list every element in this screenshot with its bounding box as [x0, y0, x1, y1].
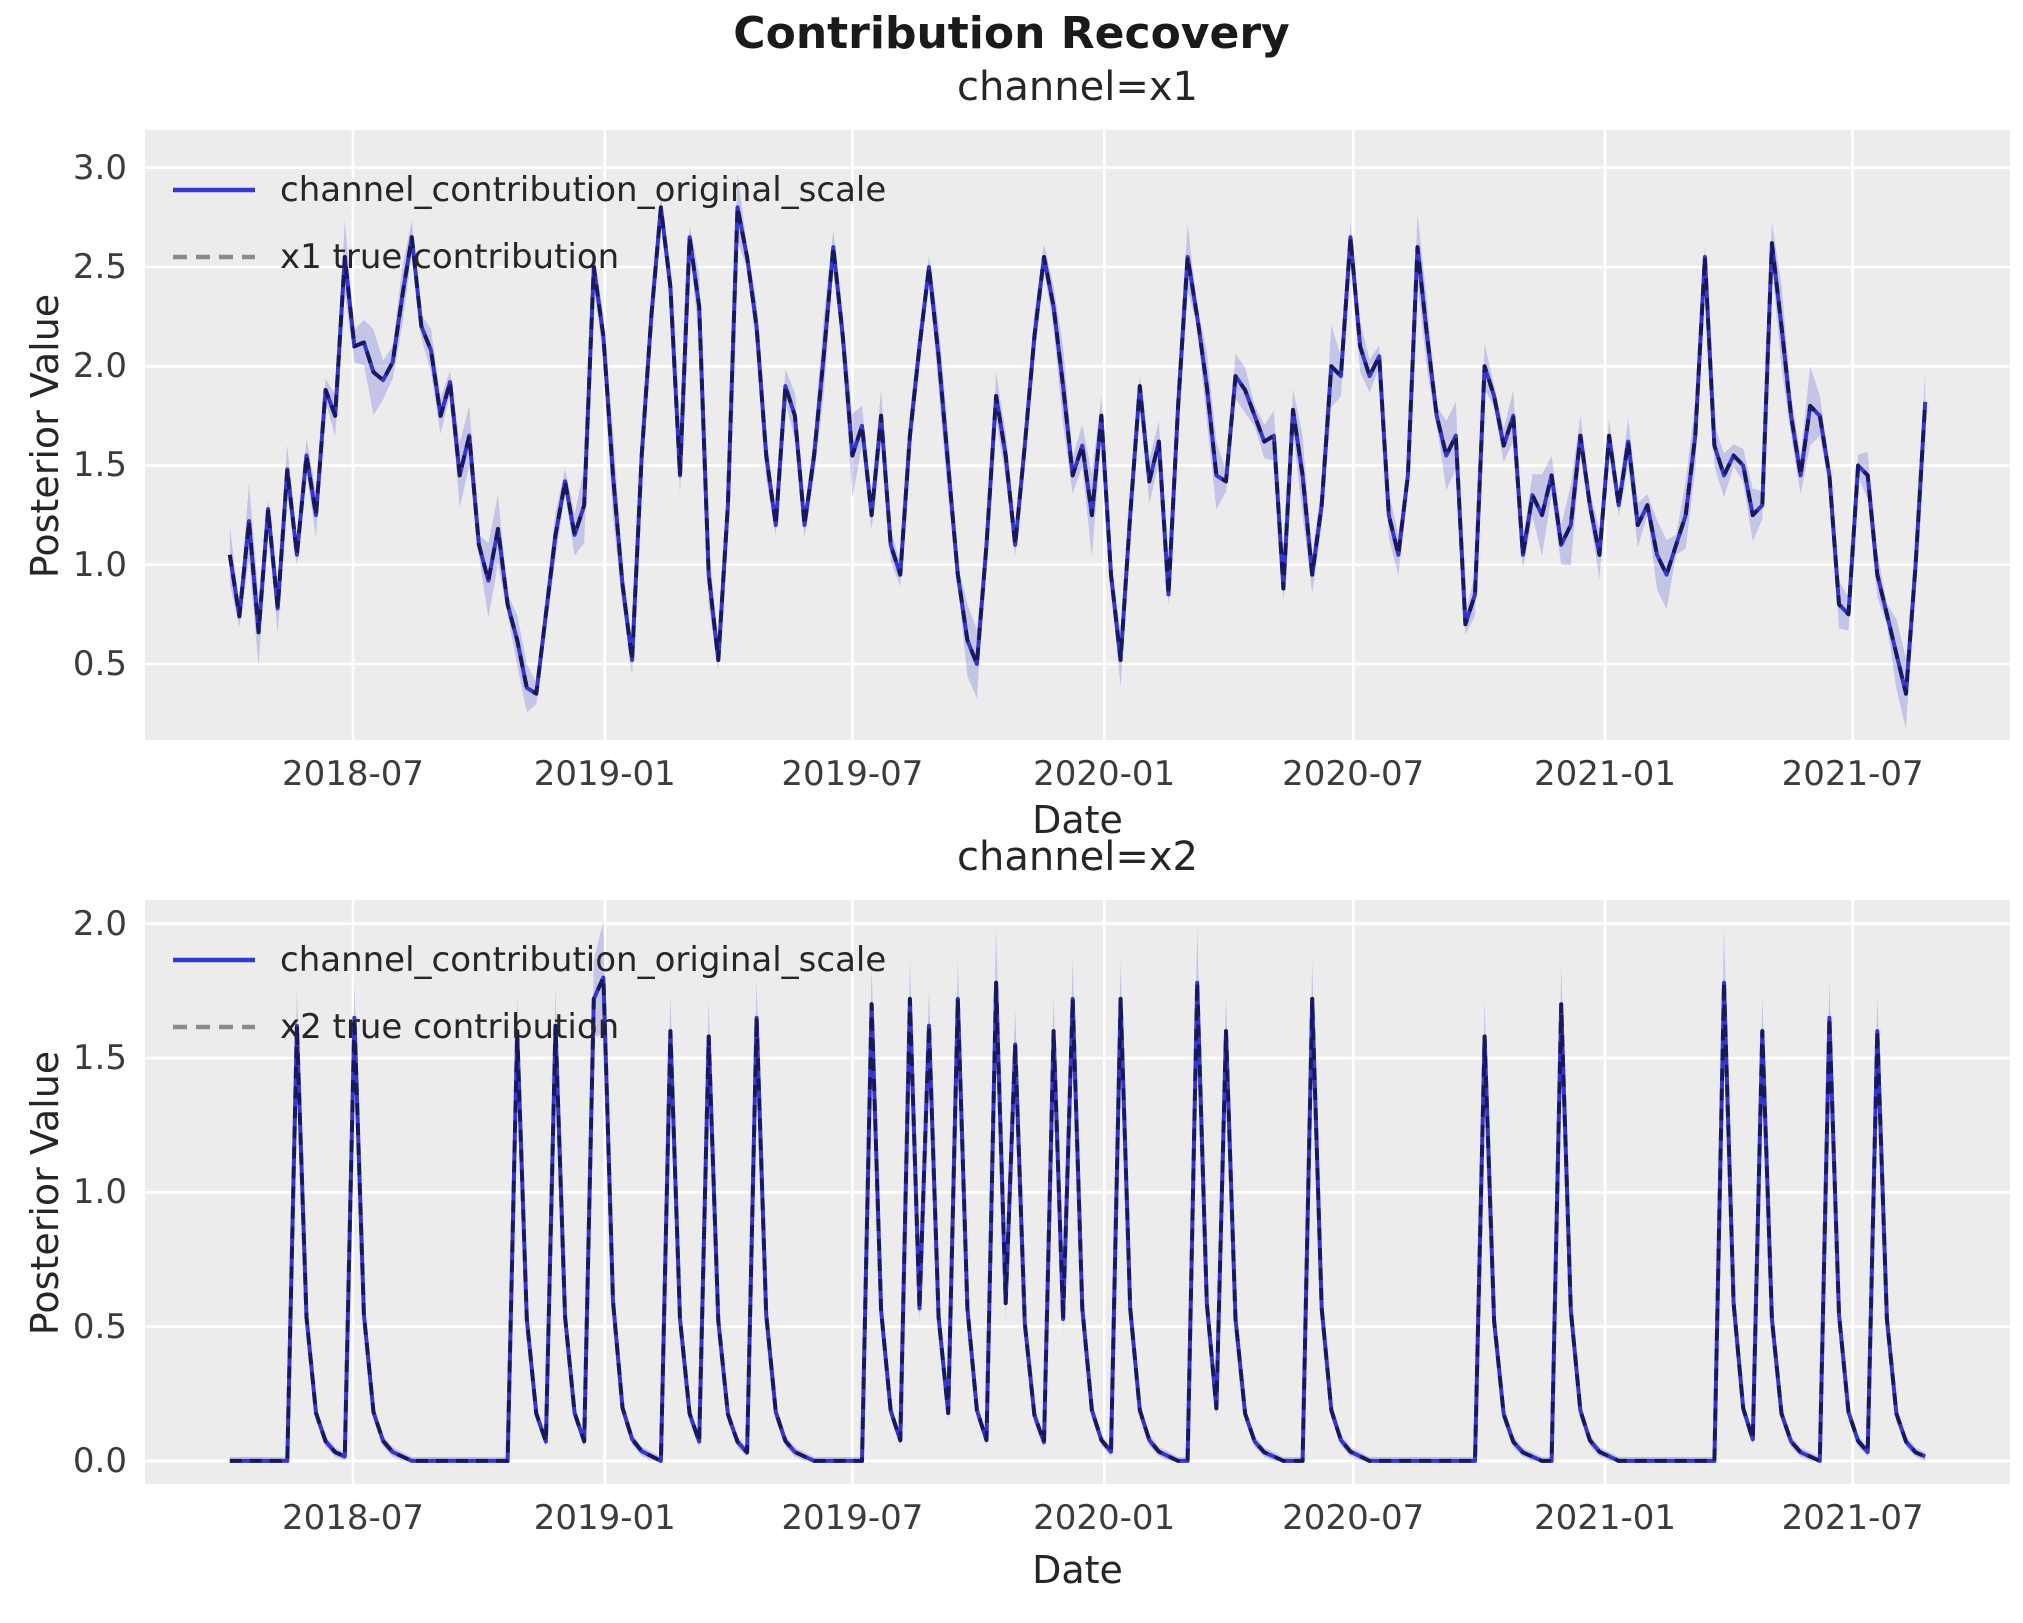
x-tick-label: 2020-01: [1033, 754, 1176, 794]
legend: channel_contribution_original_scale x2 tr…: [173, 940, 886, 1047]
y-tick-label: 1.0: [72, 1172, 127, 1213]
y-tick-label: 0.5: [72, 1306, 127, 1347]
x-tick-label: 2020-07: [1282, 1498, 1425, 1538]
x-tick-label: 2019-01: [533, 754, 676, 794]
subplot-x2-plot-area: channel_contribution_original_scale x2 tr…: [145, 900, 2010, 1484]
x-tick-label: 2021-01: [1533, 754, 1676, 794]
x-tick-label: 2018-07: [281, 754, 424, 794]
figure-suptitle: Contribution Recovery: [733, 8, 1290, 59]
subplot-x1-title: channel=x1: [957, 64, 1198, 110]
true-contribution-line: [227, 205, 1928, 696]
y-tick-label: 1.5: [72, 445, 127, 486]
x-tick-label: 2021-07: [1781, 1498, 1924, 1538]
true-contribution-line: [229, 975, 1927, 1463]
hdi-band: [229, 173, 1926, 730]
y-tick-label: 1.0: [72, 544, 127, 585]
x-tick-label: 2019-01: [533, 1498, 676, 1538]
x-tick-label: 2018-07: [281, 1498, 424, 1538]
subplot-x1-xlabel: Date: [1032, 798, 1123, 842]
legend-true-label: x1 true contribution: [280, 237, 619, 277]
grid: [145, 130, 2010, 740]
x-tick-label: 2021-01: [1533, 1498, 1676, 1538]
legend-posterior-label: channel_contribution_original_scale: [280, 170, 886, 210]
x-tick-label: 2020-01: [1033, 1498, 1176, 1538]
legend-true-label: x2 true contribution: [280, 1007, 619, 1047]
x-tick-label: 2019-07: [781, 754, 924, 794]
y-tick-label: 0.0: [72, 1440, 127, 1481]
x-tick-label: 2021-07: [1781, 754, 1924, 794]
y-tick-label: 3.0: [72, 147, 127, 188]
legend: channel_contribution_original_scale x1 tr…: [173, 170, 886, 277]
subplot-x2-title: channel=x2: [957, 834, 1198, 880]
subplot-x1-plot-area: channel_contribution_original_scale x1 tr…: [145, 130, 2010, 740]
y-tick-label: 1.5: [72, 1037, 127, 1078]
y-tick-label: 2.5: [72, 246, 127, 287]
y-tick-label: 2.0: [72, 903, 127, 944]
x-tick-label: 2020-07: [1282, 754, 1425, 794]
x-tick-label: 2019-07: [781, 1498, 924, 1538]
subplot-x2-xlabel: Date: [1032, 1548, 1123, 1592]
axes-background: [145, 130, 2010, 740]
legend-posterior-label: channel_contribution_original_scale: [280, 940, 886, 980]
y-tick-label: 2.0: [72, 346, 127, 387]
y-tick-label: 0.5: [72, 643, 127, 684]
